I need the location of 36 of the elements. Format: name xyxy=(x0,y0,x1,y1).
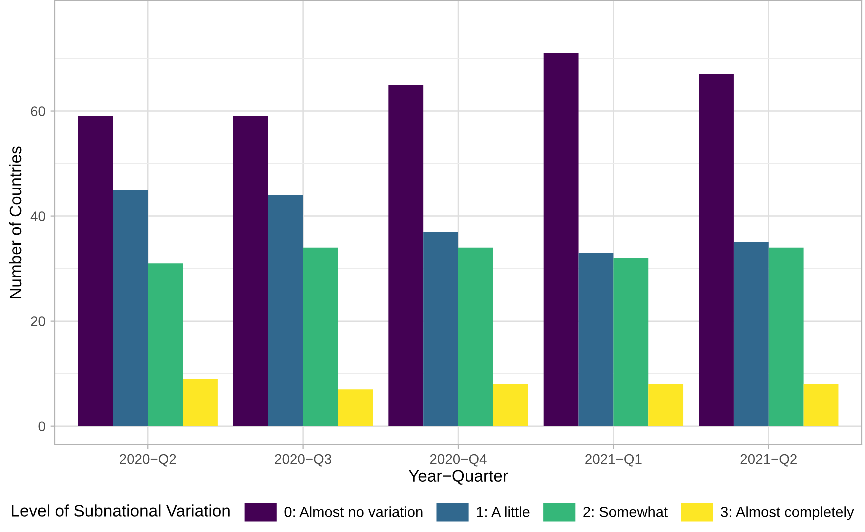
bar xyxy=(268,195,304,426)
bar xyxy=(424,232,458,426)
x-tick-label: 2021−Q2 xyxy=(740,454,797,467)
legend-title: Level of Subnational Variation xyxy=(12,504,230,517)
y-tick-label: 0 xyxy=(38,422,46,432)
legend-label: 1: A little xyxy=(477,506,530,518)
y-axis-title: Number of Countries xyxy=(9,146,22,299)
y-tick-label: 40 xyxy=(30,212,46,222)
bar xyxy=(458,248,494,426)
bar xyxy=(183,379,218,426)
bar xyxy=(233,116,268,426)
bar xyxy=(804,384,839,426)
bar xyxy=(648,384,684,426)
bar xyxy=(734,242,769,426)
bar xyxy=(303,248,338,426)
legend-label: 3: Almost completely xyxy=(721,506,854,520)
y-tick-label: 20 xyxy=(31,316,46,326)
bar xyxy=(388,85,424,426)
bar xyxy=(148,264,184,426)
bar xyxy=(78,116,114,426)
legend-label: 0: Almost no variation xyxy=(284,506,423,518)
legend-label: 2: Somewhat xyxy=(584,506,668,518)
x-tick-label: 2021−Q1 xyxy=(586,454,642,467)
bar xyxy=(493,384,528,426)
bar xyxy=(578,253,614,426)
bar xyxy=(338,390,374,426)
bar xyxy=(614,258,649,426)
bar xyxy=(113,190,148,426)
x-axis-title: Year−Quarter xyxy=(408,470,508,485)
x-tick-label: 2020−Q4 xyxy=(430,454,487,467)
x-tick-label: 2020−Q3 xyxy=(275,454,332,467)
bar xyxy=(544,54,579,426)
x-tick-label: 2020−Q2 xyxy=(120,454,176,467)
bar xyxy=(768,248,804,426)
y-tick-label: 60 xyxy=(31,106,46,116)
bar xyxy=(699,74,734,426)
